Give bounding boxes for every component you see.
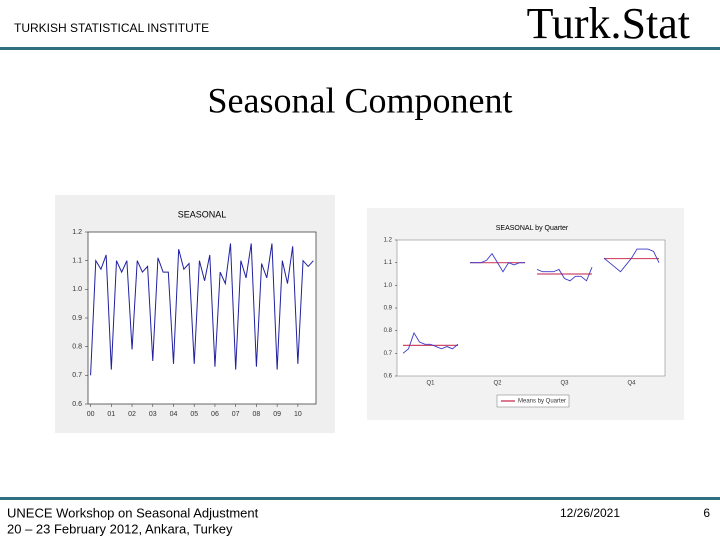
x-tick-label: 09	[273, 411, 281, 418]
quarter-line	[536, 267, 593, 282]
seasonal-line	[90, 243, 314, 376]
x-tick-label: 08	[253, 411, 261, 418]
legend-box	[496, 394, 570, 408]
y-tick-label: 0.8	[384, 328, 393, 334]
x-tick-label: 01	[107, 411, 115, 418]
y-tick-label: 0.6	[384, 374, 393, 380]
y-tick-label: 1.0	[72, 286, 82, 293]
x-tick-label: 04	[170, 411, 178, 418]
chart-title: SEASONAL	[178, 209, 227, 219]
y-tick-label: 1.2	[384, 238, 393, 244]
chart-title: SEASONAL by Quarter	[496, 225, 569, 232]
plot-area	[396, 239, 666, 377]
y-tick-label: 1.1	[72, 258, 82, 265]
x-tick-label: 06	[211, 411, 219, 418]
y-tick-label: 0.9	[384, 306, 393, 312]
x-tick-label: 10	[294, 411, 302, 418]
logo: Turk.Stat	[527, 0, 690, 48]
slide-title: Seasonal Component	[208, 80, 513, 120]
y-tick-label: 0.6	[72, 401, 82, 408]
y-tick-label: 1.2	[72, 229, 82, 236]
x-tick-label: 02	[128, 411, 136, 418]
quarter-line	[603, 248, 660, 273]
y-tick-label: 0.7	[72, 372, 82, 379]
footer-rule	[0, 497, 720, 500]
x-tick-label: 00	[87, 411, 95, 418]
footer-place: 20 – 23 February 2012, Ankara, Turkey	[7, 521, 233, 536]
page-number: 6	[703, 506, 710, 520]
plot-area	[87, 231, 317, 405]
x-tick-label: Q2	[493, 381, 502, 387]
x-tick-label: Q4	[627, 381, 636, 387]
legend-label: Means by Quarter	[518, 399, 566, 405]
x-tick-label: 05	[190, 411, 198, 418]
x-tick-label: Q3	[560, 381, 569, 387]
y-tick-label: 0.8	[72, 344, 82, 351]
x-tick-label: 07	[232, 411, 240, 418]
institute: TURKISH STATISTICAL INSTITUTE	[14, 21, 209, 35]
quarter-line	[470, 252, 525, 273]
header-rule	[0, 47, 720, 50]
y-tick-label: 1.0	[384, 283, 393, 289]
footer-date: 12/26/2021	[560, 506, 620, 520]
footer-event: UNECE Workshop on Seasonal Adjustment	[7, 505, 259, 520]
y-tick-label: 0.9	[72, 315, 82, 322]
x-tick-label: 03	[149, 411, 157, 418]
x-tick-label: Q1	[426, 381, 435, 387]
y-tick-label: 0.7	[384, 351, 393, 357]
quarter-line	[402, 331, 459, 354]
y-tick-label: 1.1	[384, 260, 393, 266]
